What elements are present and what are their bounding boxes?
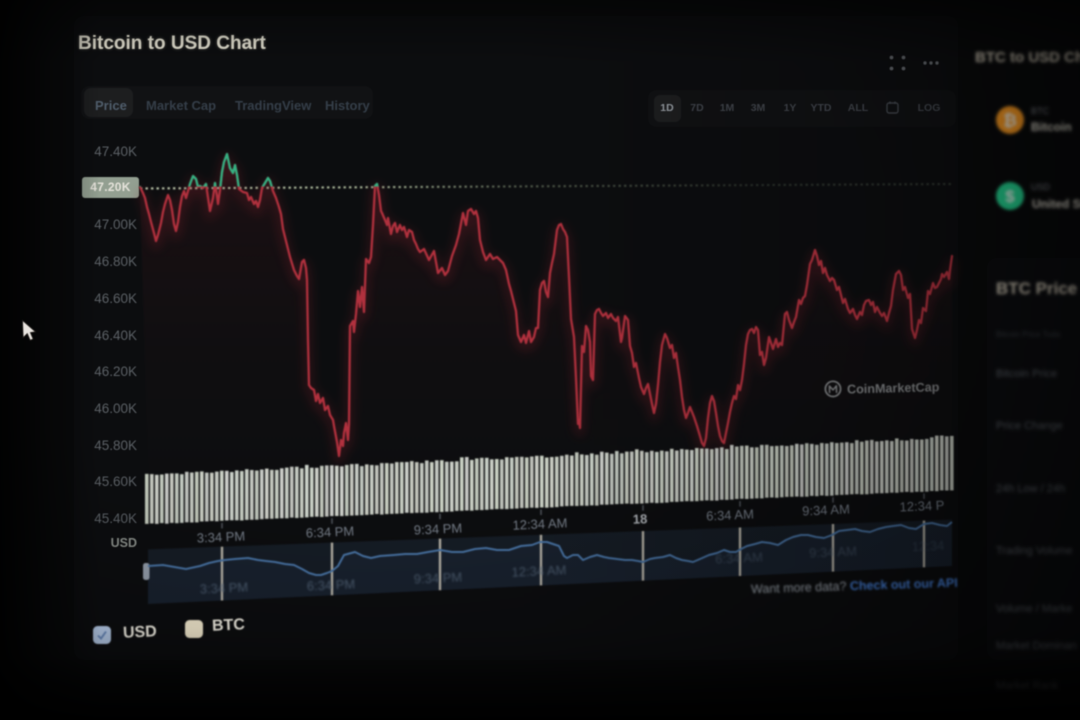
svg-text:CoinMarketCap: CoinMarketCap bbox=[847, 380, 940, 396]
svg-text:₿: ₿ bbox=[1003, 111, 1017, 130]
svg-text:$: $ bbox=[1005, 187, 1015, 206]
